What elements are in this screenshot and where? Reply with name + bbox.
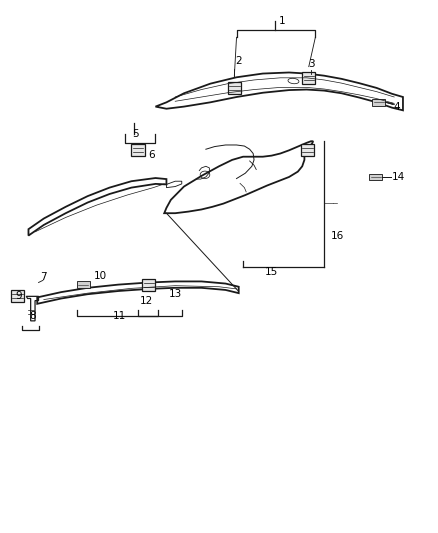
Polygon shape: [302, 72, 315, 84]
Polygon shape: [77, 281, 90, 288]
Polygon shape: [228, 82, 241, 94]
Text: 7: 7: [39, 272, 46, 282]
Text: 11: 11: [113, 311, 126, 320]
Text: 10: 10: [94, 271, 107, 281]
Polygon shape: [131, 144, 145, 156]
Text: 8: 8: [29, 311, 36, 320]
Polygon shape: [369, 174, 382, 180]
Text: 13: 13: [169, 289, 182, 299]
Polygon shape: [372, 99, 385, 106]
Text: 5: 5: [132, 130, 139, 139]
Text: 15: 15: [265, 267, 278, 277]
Polygon shape: [11, 290, 24, 302]
Text: 9: 9: [15, 291, 22, 301]
Text: 6: 6: [148, 150, 155, 159]
Text: 14: 14: [392, 172, 405, 182]
Text: 2: 2: [235, 56, 242, 66]
Text: 12: 12: [140, 296, 153, 306]
Polygon shape: [301, 144, 314, 156]
Text: 3: 3: [307, 59, 314, 69]
Text: 16: 16: [331, 231, 344, 240]
Text: 1: 1: [279, 17, 286, 26]
Text: 4: 4: [393, 102, 400, 111]
Polygon shape: [142, 279, 155, 291]
